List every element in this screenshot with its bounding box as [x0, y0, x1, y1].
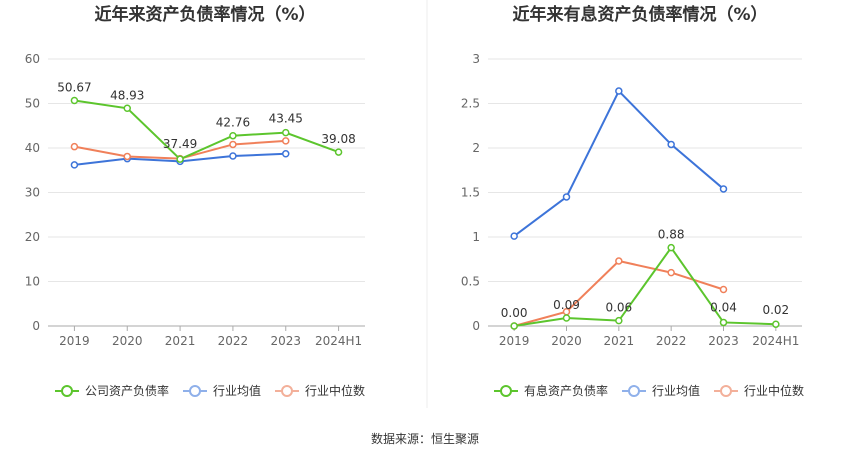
x-tick-label: 2024H1	[315, 334, 362, 348]
y-tick-label: 2	[472, 141, 480, 155]
data-point-company	[176, 155, 184, 163]
y-tick-label: 20	[25, 230, 40, 244]
chart-title: 近年来有息资产负债率情况（%）	[512, 4, 767, 25]
data-point-median	[282, 137, 290, 145]
data-label: 0.02	[762, 303, 789, 317]
data-point-avg	[719, 185, 728, 193]
legend-marker-median	[281, 385, 293, 397]
data-label: 39.08	[321, 132, 355, 146]
data-label: 50.67	[57, 81, 91, 95]
y-tick-label: 30	[25, 186, 40, 200]
interest-debt-ratio-chart: 近年来有息资产负债率情况（%） 0 0.5 1 1.5 2 2.5 3 2019 2020 2021…	[461, 4, 804, 398]
legend-marker-median	[720, 385, 732, 397]
x-tick-label: 2023	[270, 334, 301, 348]
data-point-company	[562, 314, 571, 322]
x-tick-label: 2019	[59, 334, 90, 348]
x-tick-label: 2022	[218, 334, 249, 348]
x-tick-label: 2023	[708, 334, 739, 348]
data-label: 0.88	[658, 228, 685, 242]
data-point-median	[229, 140, 237, 149]
data-point-avg	[282, 150, 290, 158]
y-tick-label: 10	[25, 275, 40, 289]
x-tick-label: 2024H1	[752, 334, 799, 348]
debt-ratio-chart: 近年来资产负债率情况（%） 0 10 20 30 40 50 60 2019 2020 2021 20…	[25, 4, 365, 398]
chart-title: 近年来资产负债率情况（%）	[94, 4, 315, 25]
legend-label: 行业中位数	[305, 383, 365, 398]
data-point-median	[70, 142, 79, 151]
y-tick-label: 0	[472, 319, 480, 333]
y-tick-label: 0	[32, 319, 40, 333]
data-point-avg	[562, 193, 571, 201]
x-tick-label: 2022	[656, 334, 687, 348]
y-tick-label: 1.5	[461, 186, 480, 200]
data-point-avg	[510, 232, 518, 240]
data-point-median	[719, 285, 728, 294]
legend-label: 公司资产负债率	[85, 383, 169, 398]
y-tick-label: 60	[25, 52, 40, 66]
series-line-avg	[513, 89, 725, 237]
y-tick-label: 50	[25, 97, 40, 111]
data-label: 0.00	[501, 306, 528, 320]
data-label: 0.04	[710, 300, 737, 314]
data-point-median	[667, 268, 675, 277]
data-label: 42.76	[216, 116, 250, 130]
y-tick-label: 3	[472, 52, 480, 66]
y-tick-label: 0.5	[461, 275, 480, 289]
data-point-company	[282, 128, 290, 137]
y-tick-label: 2.5	[461, 97, 480, 111]
legend-label: 行业均值	[652, 383, 700, 398]
y-tick-label: 40	[25, 141, 40, 155]
data-point-company	[334, 148, 343, 156]
data-point-company	[510, 322, 518, 330]
legend-label: 行业中位数	[744, 383, 804, 398]
data-label: 48.93	[110, 88, 144, 102]
data-point-company	[719, 318, 728, 327]
x-tick-label: 2020	[112, 334, 143, 348]
data-point-avg	[667, 140, 675, 149]
series-line-company	[74, 99, 339, 161]
x-tick-label: 2020	[551, 334, 582, 348]
data-point-avg	[70, 161, 79, 169]
source-note: 数据来源：恒生聚源	[371, 431, 479, 446]
data-label: 43.45	[269, 112, 303, 126]
data-label: 37.49	[163, 137, 197, 151]
data-label: 0.09	[553, 298, 580, 312]
data-point-median	[123, 152, 131, 161]
legend-marker-company	[500, 385, 512, 397]
x-tick-label: 2021	[165, 334, 196, 348]
x-tick-label: 2019	[499, 334, 530, 348]
data-point-company	[667, 243, 675, 252]
legend-marker-avg	[189, 385, 201, 397]
legend-marker-company	[61, 385, 73, 397]
legend-label: 有息资产负债率	[524, 383, 608, 398]
data-point-company	[615, 316, 623, 325]
series-line-company	[514, 245, 776, 327]
series-line-median	[513, 259, 724, 327]
legend-marker-avg	[628, 385, 640, 397]
data-point-company	[123, 104, 131, 113]
data-point-company	[772, 320, 780, 328]
legend-label: 行业均值	[213, 383, 261, 398]
x-tick-label: 2021	[604, 334, 635, 348]
data-point-company	[229, 131, 237, 140]
data-point-company	[70, 96, 79, 105]
data-point-median	[615, 257, 623, 265]
y-tick-label: 1	[472, 230, 480, 244]
data-point-avg	[615, 87, 623, 95]
data-label: 0.06	[605, 301, 632, 315]
data-point-avg	[229, 152, 237, 160]
